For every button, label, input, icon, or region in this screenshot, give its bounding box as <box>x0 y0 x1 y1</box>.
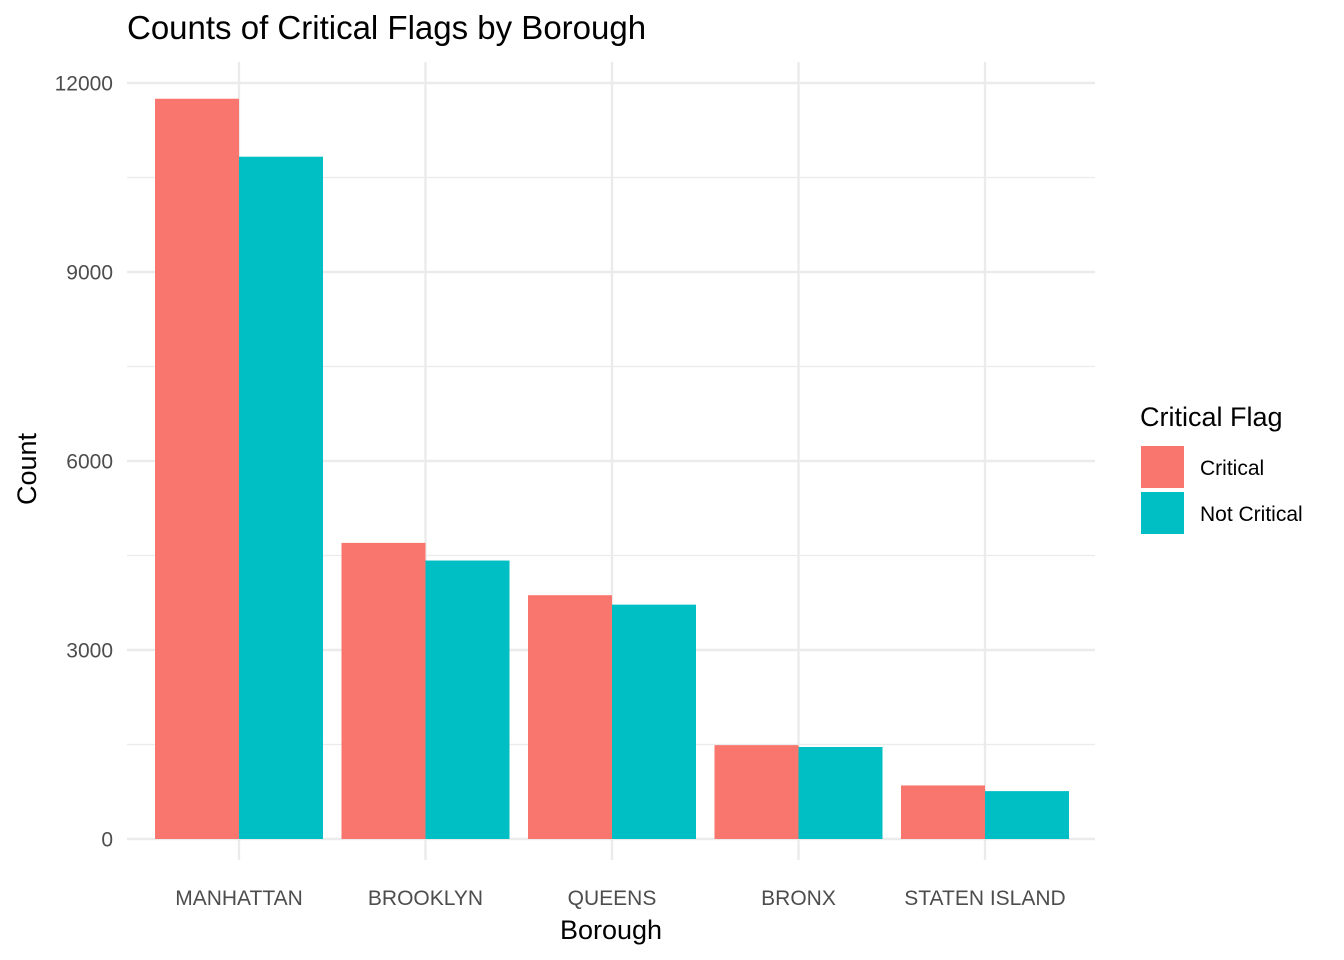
y-axis-title: Count <box>12 432 42 505</box>
bar-queens-not-critical <box>612 604 696 839</box>
bars <box>155 98 1069 839</box>
bar-bronx-critical <box>714 745 799 839</box>
x-tick-label: BROOKLYN <box>368 887 483 910</box>
bar-queens-critical <box>528 595 612 839</box>
legend-title: Critical Flag <box>1140 402 1283 432</box>
bar-brooklyn-critical <box>341 542 426 839</box>
legend: Critical Flag Critical Not Critical <box>1140 402 1303 534</box>
legend-key-not-critical <box>1141 492 1184 534</box>
bar-manhattan-critical <box>155 98 239 839</box>
x-tick-labels: MANHATTAN BROOKLYN QUEENS BRONX STATEN ISLAN… <box>175 887 1065 910</box>
y-tick-label: 3000 <box>66 640 113 663</box>
x-tick-label: MANHATTAN <box>175 887 303 910</box>
y-tick-labels: 0 3000 6000 9000 12000 <box>55 73 113 852</box>
x-tick-label: BRONX <box>761 887 836 910</box>
y-tick-label: 9000 <box>66 262 113 285</box>
y-tick-label: 6000 <box>66 451 113 474</box>
bar-staten-island-critical <box>901 785 985 839</box>
bar-staten-island-not-critical <box>985 791 1069 839</box>
legend-label: Not Critical <box>1200 503 1303 526</box>
bar-brooklyn-not-critical <box>425 560 510 839</box>
legend-label: Critical <box>1200 457 1264 480</box>
x-tick-label: STATEN ISLAND <box>904 887 1065 910</box>
x-axis-title: Borough <box>560 915 662 945</box>
chart-title: Counts of Critical Flags by Borough <box>127 9 646 46</box>
bar-bronx-not-critical <box>798 747 883 839</box>
x-tick-label: QUEENS <box>568 887 657 910</box>
bar-manhattan-not-critical <box>239 156 323 839</box>
y-tick-label: 12000 <box>55 73 113 96</box>
legend-key-critical <box>1141 446 1184 488</box>
y-tick-label: 0 <box>101 829 113 852</box>
